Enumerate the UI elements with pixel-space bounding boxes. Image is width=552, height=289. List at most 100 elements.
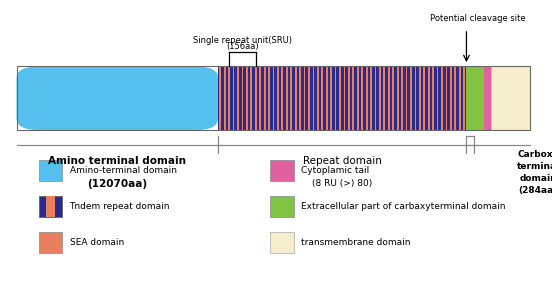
Bar [462, 66, 466, 130]
Bar [391, 66, 395, 130]
Bar [270, 232, 294, 253]
Bar [228, 66, 230, 130]
Bar [437, 66, 438, 130]
Bar [304, 66, 305, 130]
Bar [351, 66, 355, 130]
Bar [227, 66, 231, 130]
Bar [275, 66, 280, 130]
Text: Potential cleavage site: Potential cleavage site [429, 14, 526, 23]
Bar [262, 66, 267, 130]
Bar [317, 66, 319, 130]
Bar [240, 66, 245, 130]
Bar [233, 66, 235, 130]
Text: Single repeat unit(SRU): Single repeat unit(SRU) [193, 36, 292, 45]
Bar [282, 66, 283, 130]
Text: Extracellular part of carbaxyterminal domain: Extracellular part of carbaxyterminal do… [301, 202, 506, 211]
Bar [431, 66, 436, 130]
Bar [386, 66, 391, 130]
Bar [440, 66, 444, 130]
Bar [384, 66, 385, 130]
Bar [236, 66, 240, 130]
Bar [348, 66, 350, 130]
Bar [222, 66, 227, 130]
Bar [242, 66, 243, 130]
Bar [329, 66, 333, 130]
Bar [39, 160, 62, 181]
Bar [17, 66, 530, 130]
Bar [326, 66, 327, 130]
Bar [245, 66, 249, 130]
Bar [436, 66, 440, 130]
Bar [298, 66, 302, 130]
Bar [268, 66, 270, 130]
Bar [264, 66, 266, 130]
Bar [46, 196, 55, 217]
Bar [373, 66, 378, 130]
Bar [294, 66, 298, 130]
Bar [459, 66, 461, 130]
Bar [441, 66, 443, 130]
Bar [404, 66, 409, 130]
Bar [224, 66, 226, 130]
Bar [286, 66, 288, 130]
Bar [333, 66, 338, 130]
Bar [378, 66, 382, 130]
Bar [320, 66, 325, 130]
Bar [450, 66, 452, 130]
Bar [308, 66, 310, 130]
Bar [302, 66, 307, 130]
Bar [388, 66, 390, 130]
Bar [428, 66, 429, 130]
Bar [219, 66, 221, 130]
Text: transmembrane domain: transmembrane domain [301, 238, 411, 247]
Bar [290, 66, 292, 130]
Bar [432, 66, 434, 130]
Bar [369, 66, 373, 130]
Bar [392, 66, 394, 130]
Bar [271, 66, 275, 130]
Bar [409, 66, 413, 130]
Bar [445, 66, 447, 130]
Bar [280, 66, 285, 130]
Bar [401, 66, 403, 130]
Bar [415, 66, 416, 130]
Text: Tndem repeat domain: Tndem repeat domain [70, 202, 170, 211]
Text: Amino-terminal domain: Amino-terminal domain [70, 166, 177, 175]
Text: Amino terminal domain: Amino terminal domain [49, 156, 187, 166]
Bar [382, 66, 386, 130]
Bar [400, 66, 404, 130]
Bar [316, 66, 320, 130]
Bar [39, 196, 62, 217]
Bar [449, 66, 453, 130]
Bar [379, 66, 381, 130]
Bar [458, 66, 462, 130]
Bar [413, 66, 418, 130]
Bar [491, 66, 530, 130]
Bar [270, 196, 294, 217]
Bar [312, 66, 314, 130]
Bar [362, 66, 363, 130]
Bar [277, 66, 279, 130]
Bar [357, 66, 359, 130]
Bar [466, 66, 484, 130]
Bar [231, 66, 236, 130]
Bar [39, 232, 62, 253]
Bar [375, 66, 376, 130]
Bar [355, 66, 360, 130]
Bar [246, 66, 248, 130]
Bar [423, 66, 425, 130]
Bar [299, 66, 301, 130]
Bar [427, 66, 431, 130]
Bar [395, 66, 400, 130]
Bar [352, 66, 354, 130]
Bar [338, 66, 342, 130]
Bar [342, 66, 347, 130]
Bar [249, 66, 253, 130]
Bar [321, 66, 323, 130]
Bar [251, 66, 252, 130]
Bar [343, 66, 346, 130]
Bar [218, 66, 222, 130]
Bar [311, 66, 316, 130]
Text: Carboxy
terminal
domain
(284aa): Carboxy terminal domain (284aa) [517, 150, 552, 195]
Bar [273, 66, 274, 130]
